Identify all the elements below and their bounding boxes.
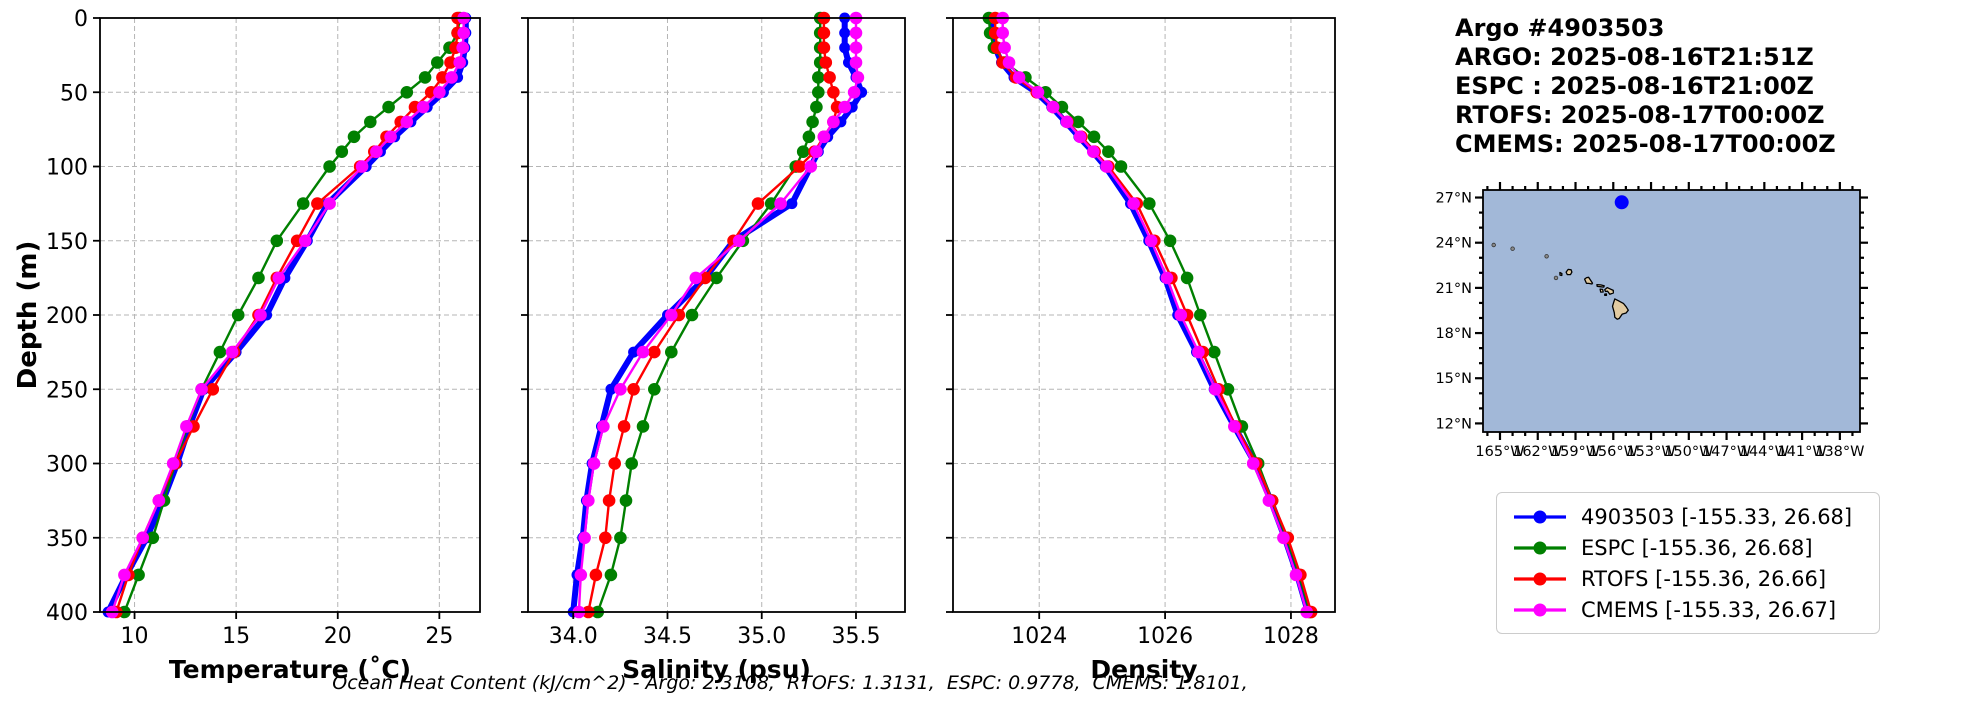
svg-text:10: 10 [121,624,149,649]
legend-line-marker-icon [1514,603,1566,616]
svg-text:15: 15 [222,624,250,649]
svg-text:300: 300 [46,453,88,478]
svg-text:144°W: 144°W [1740,444,1789,460]
header-block: Argo #4903503 ARGO: 2025-08-16T21:51Z ESP… [1455,14,1885,159]
svg-text:20: 20 [324,624,352,649]
float-location-marker [1614,195,1629,210]
svg-text:156°W: 156°W [1589,444,1638,460]
legend-item-cmems: CMEMS [-155.33, 26.67] [1513,594,1863,625]
svg-text:15°N: 15°N [1435,371,1472,387]
svg-text:25: 25 [425,624,453,649]
svg-text:1024: 1024 [1011,624,1067,649]
legend-item-label: CMEMS [-155.33, 26.67] [1581,597,1837,622]
svg-text:1026: 1026 [1137,624,1193,649]
timestamp-lines: ARGO: 2025-08-16T21:51Z ESPC : 2025-08-16… [1455,43,1885,159]
island-molokai [1596,283,1605,288]
svg-text:Salinity (psu): Salinity (psu) [622,655,811,684]
timestamp-line: CMEMS: 2025-08-17T00:00Z [1455,130,1836,158]
island-maui [1604,286,1614,295]
svg-text:200: 200 [46,304,88,329]
svg-text:400: 400 [46,601,88,626]
legend-item-rtofs: RTOFS [-155.36, 26.66] [1513,563,1863,594]
svg-text:34.5: 34.5 [643,624,692,649]
density-profile-chart: 1024 1026 1028 Density [946,11,1336,684]
timestamp-line: ESPC : 2025-08-16T21:00Z [1455,72,1814,100]
island-hawaii [1611,298,1629,320]
island-niihau [1559,271,1563,277]
legend-item-4903503: 4903503 [-155.33, 26.68] [1513,501,1863,532]
island-oahu [1583,276,1594,285]
svg-text:0: 0 [74,7,88,32]
svg-text:250: 250 [46,378,88,403]
island-kahoolawe [1604,293,1608,297]
svg-text:350: 350 [46,527,88,552]
legend-line-marker-icon [1514,510,1566,523]
island-lanai [1599,288,1604,293]
timestamp-line: ARGO: 2025-08-16T21:51Z [1455,43,1814,71]
svg-text:27°N: 27°N [1435,191,1472,207]
svg-text:159°W: 159°W [1551,444,1600,460]
svg-text:153°W: 153°W [1626,444,1675,460]
svg-text:35.0: 35.0 [737,624,786,649]
svg-text:147°W: 147°W [1702,444,1751,460]
legend-item-label: ESPC [-155.36, 26.68] [1581,535,1813,560]
svg-text:12°N: 12°N [1435,416,1472,432]
legend-line-marker-icon [1514,541,1566,554]
svg-text:24°N: 24°N [1435,236,1472,252]
svg-text:21°N: 21°N [1435,281,1472,297]
svg-text:150: 150 [46,230,88,255]
svg-text:165°W: 165°W [1475,444,1524,460]
svg-text:162°W: 162°W [1513,444,1562,460]
ocean-heat-content-note: Ocean Heat Content (kJ/cm^2) - Argo: 2.3… [332,672,1248,694]
salinity-profile-chart: 34.0 34.5 35.0 35.5 Salinity (psu) [521,11,906,684]
svg-text:1028: 1028 [1263,624,1319,649]
svg-text:Temperature (˚C): Temperature (˚C) [169,655,411,684]
legend-line-marker-icon [1514,572,1566,585]
figure-title: Argo #4903503 [1455,14,1665,42]
svg-text:100: 100 [46,156,88,181]
location-map: 165°W162°W159°W156°W153°W150°W147°W144°W… [1435,182,1868,460]
svg-text:141°W: 141°W [1777,444,1826,460]
legend-item-label: 4903503 [-155.33, 26.68] [1581,504,1853,529]
svg-text:Density: Density [1090,655,1197,684]
svg-text:138°W: 138°W [1815,444,1864,460]
legend-item-label: RTOFS [-155.36, 26.66] [1581,566,1827,591]
svg-text:34.0: 34.0 [549,624,598,649]
svg-text:18°N: 18°N [1435,326,1472,342]
svg-text:50: 50 [60,81,88,106]
timestamp-line: RTOFS: 2025-08-17T00:00Z [1455,101,1825,129]
island-kauai [1565,268,1573,276]
temperature-profile-chart: 10 15 20 25050100150200250300350400Temperat… [46,7,481,684]
svg-text:35.5: 35.5 [831,624,880,649]
legend-box: 4903503 [-155.33, 26.68] ESPC [-155.36, 2… [1496,492,1880,634]
depth-axis-label: Depth (m) [13,240,43,390]
legend-item-espc: ESPC [-155.36, 26.68] [1513,532,1863,563]
svg-text:150°W: 150°W [1664,444,1713,460]
